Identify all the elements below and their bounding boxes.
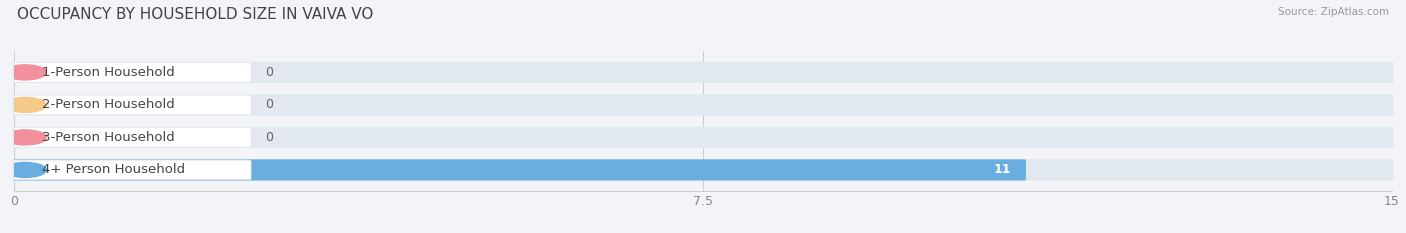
Text: Source: ZipAtlas.com: Source: ZipAtlas.com xyxy=(1278,7,1389,17)
FancyBboxPatch shape xyxy=(11,95,252,115)
Text: OCCUPANCY BY HOUSEHOLD SIZE IN VAIVA VO: OCCUPANCY BY HOUSEHOLD SIZE IN VAIVA VO xyxy=(17,7,373,22)
FancyBboxPatch shape xyxy=(11,160,252,180)
Circle shape xyxy=(4,97,46,113)
FancyBboxPatch shape xyxy=(13,94,1393,116)
Circle shape xyxy=(4,162,46,178)
FancyBboxPatch shape xyxy=(13,62,1393,83)
Circle shape xyxy=(4,65,46,80)
FancyBboxPatch shape xyxy=(11,128,252,147)
Text: 2-Person Household: 2-Person Household xyxy=(42,98,174,111)
Text: 11: 11 xyxy=(993,163,1011,176)
FancyBboxPatch shape xyxy=(11,62,252,82)
Text: 4+ Person Household: 4+ Person Household xyxy=(42,163,184,176)
Text: 0: 0 xyxy=(264,98,273,111)
FancyBboxPatch shape xyxy=(13,127,1393,148)
Text: 0: 0 xyxy=(264,131,273,144)
Text: 1-Person Household: 1-Person Household xyxy=(42,66,174,79)
Text: 3-Person Household: 3-Person Household xyxy=(42,131,174,144)
Circle shape xyxy=(4,130,46,145)
Text: 0: 0 xyxy=(264,66,273,79)
FancyBboxPatch shape xyxy=(13,159,1026,181)
FancyBboxPatch shape xyxy=(13,159,1393,181)
